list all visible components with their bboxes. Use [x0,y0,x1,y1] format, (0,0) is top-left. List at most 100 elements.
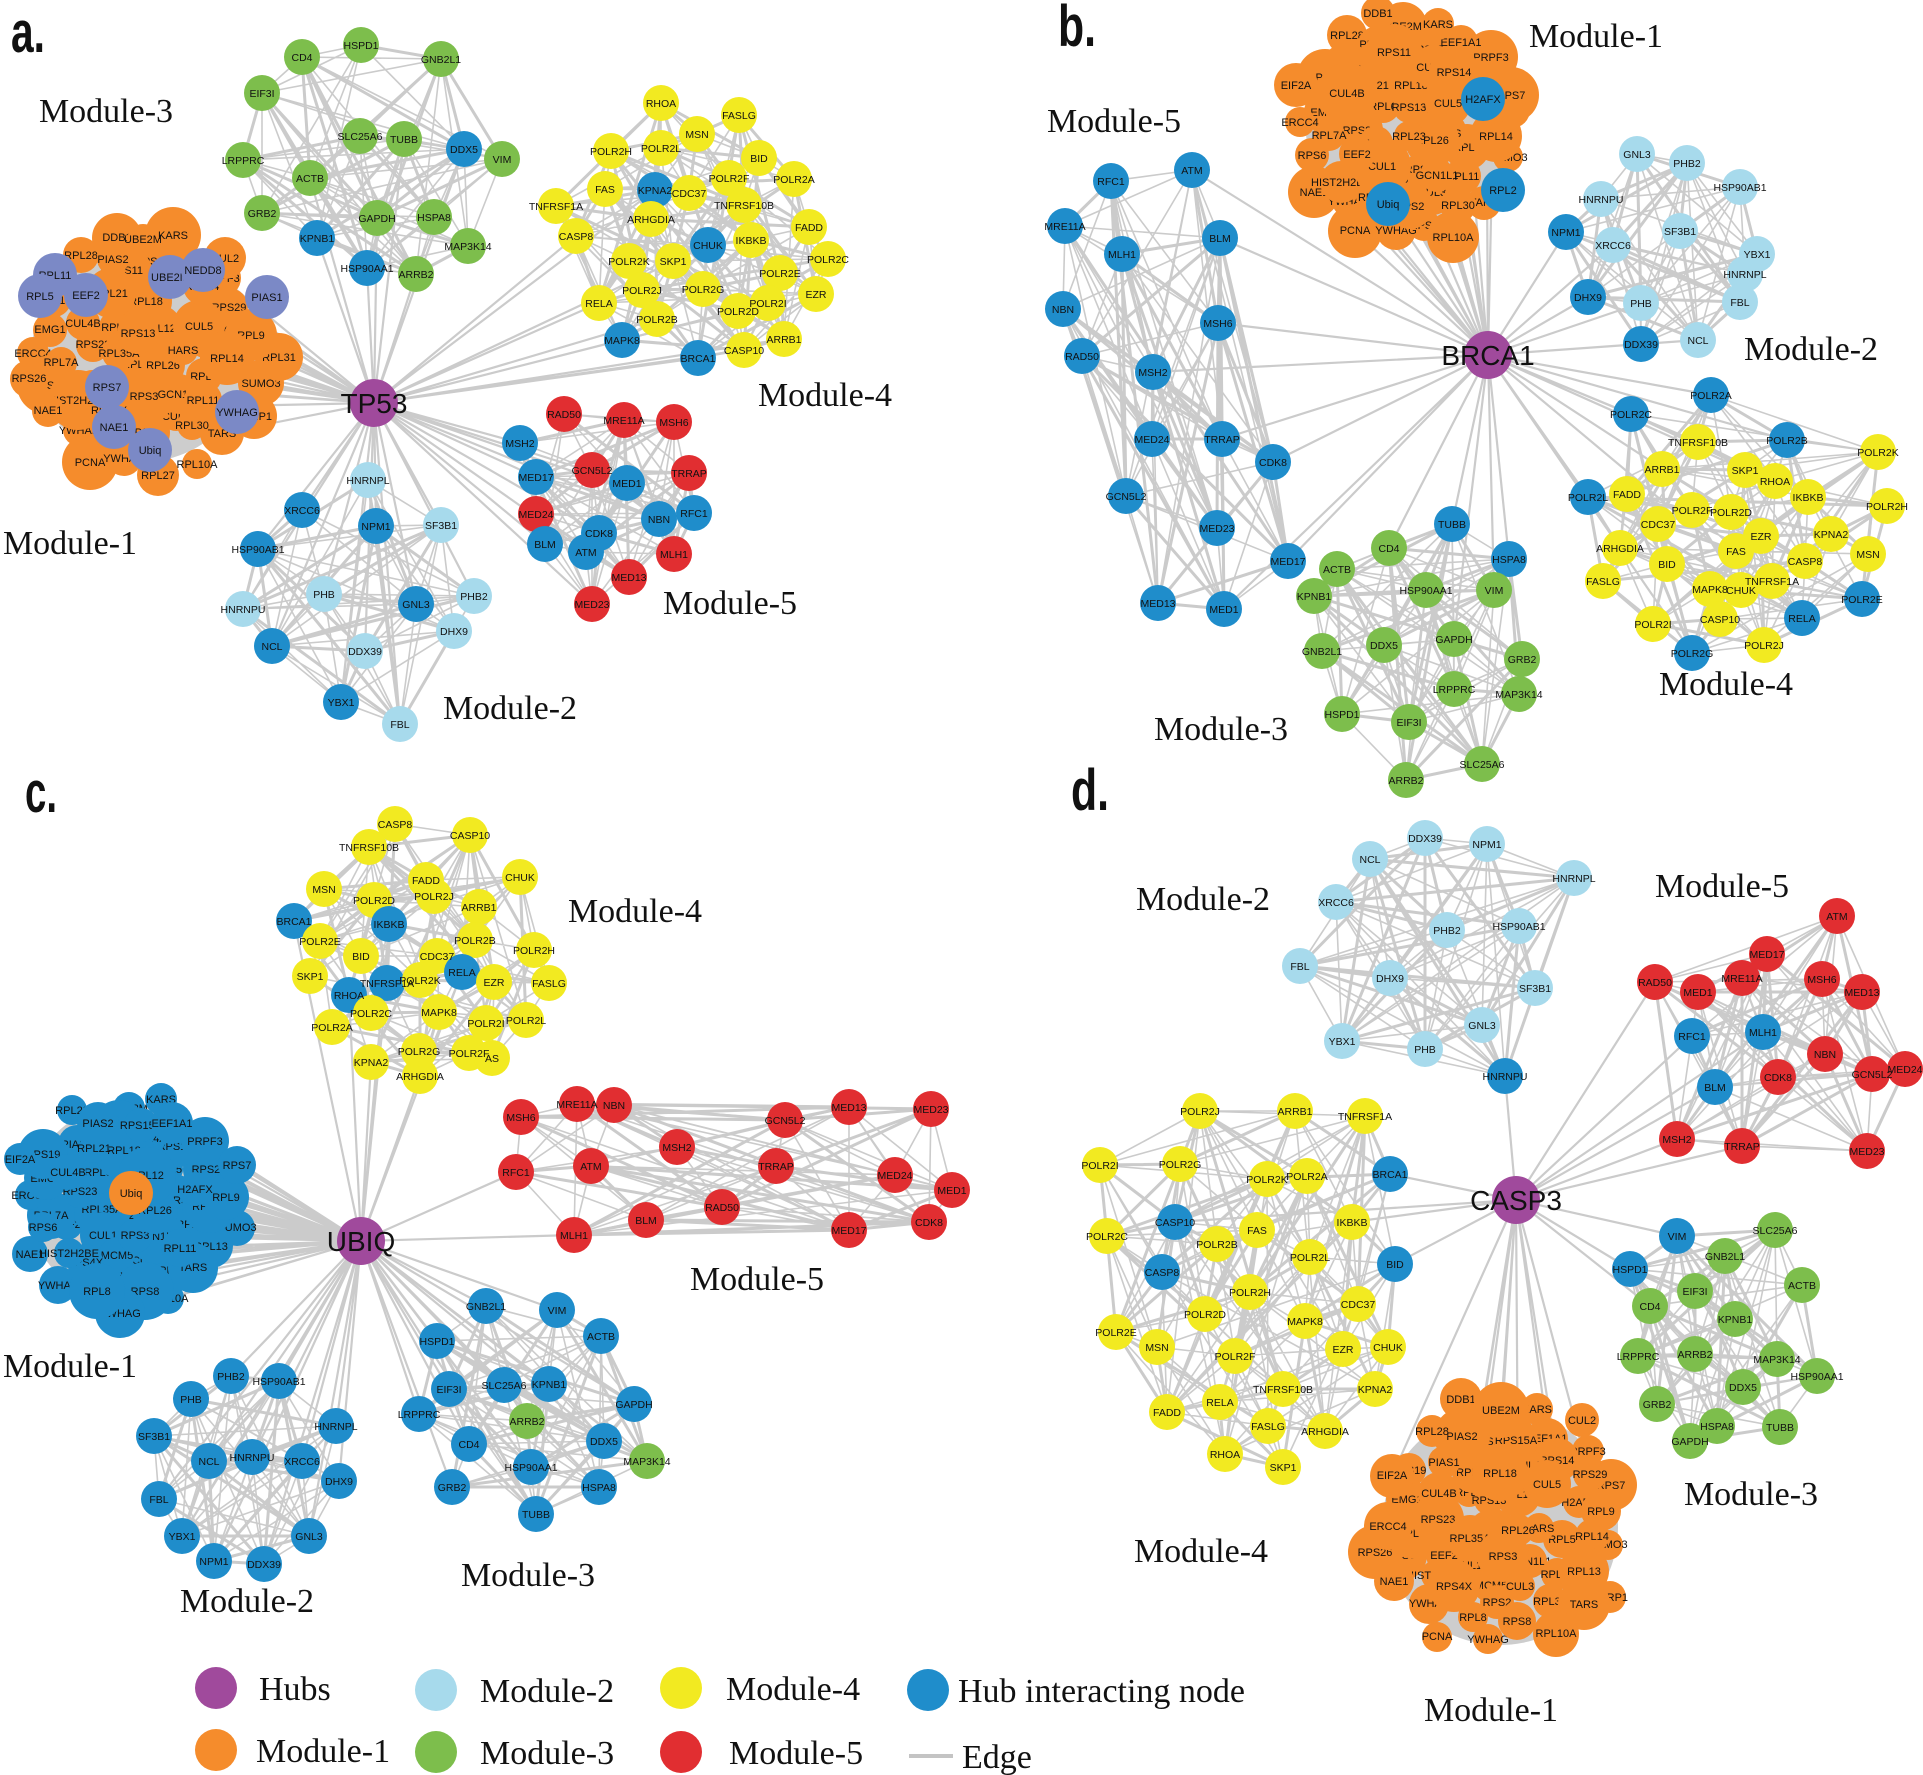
svg-text:PCNA: PCNA [1422,1631,1453,1643]
svg-text:MSH6: MSH6 [659,417,688,429]
svg-text:Module-4: Module-4 [568,893,702,930]
svg-text:POLR2F: POLR2F [709,173,750,185]
svg-text:MED17: MED17 [831,1225,866,1237]
svg-text:Module-2: Module-2 [180,1583,314,1620]
svg-text:RPS4X: RPS4X [1436,1581,1473,1593]
svg-text:RPL10A: RPL10A [177,459,219,471]
svg-text:POLR2L: POLR2L [1568,492,1608,504]
svg-text:HSP90AB1: HSP90AB1 [1713,182,1766,194]
svg-text:RELA: RELA [1206,1397,1233,1409]
svg-text:NAE1: NAE1 [1380,1576,1409,1588]
svg-text:POLR2F: POLR2F [1672,505,1713,517]
svg-text:DDX39: DDX39 [1624,339,1658,351]
svg-text:POLR2K: POLR2K [1857,447,1898,459]
svg-text:RPL9: RPL9 [1587,1506,1615,1518]
svg-text:CHUK: CHUK [1726,585,1756,597]
svg-text:NCL: NCL [261,641,282,653]
svg-text:GNL3: GNL3 [1468,1020,1496,1032]
svg-text:SUMO3: SUMO3 [241,378,280,390]
svg-text:NPM1: NPM1 [199,1556,228,1568]
svg-text:c.: c. [25,760,57,825]
svg-text:RPS15A: RPS15A [1495,1435,1538,1447]
svg-text:FAS: FAS [1247,1225,1267,1237]
svg-text:MSH6: MSH6 [1203,318,1232,330]
svg-text:PIAS2: PIAS2 [82,1118,113,1130]
svg-text:MSN: MSN [685,129,708,141]
svg-text:LRPPRC: LRPPRC [222,155,265,167]
svg-text:Module-1: Module-1 [256,1733,390,1770]
svg-text:POLR2L: POLR2L [1290,1252,1330,1264]
svg-text:PCNA: PCNA [1340,225,1371,237]
svg-text:POLR2I: POLR2I [1081,1160,1118,1172]
svg-text:MED23: MED23 [574,599,609,611]
svg-text:RPL5: RPL5 [1548,1534,1576,1546]
svg-text:RPS14: RPS14 [1437,67,1472,79]
svg-text:NAE1: NAE1 [34,405,63,417]
svg-text:ATM: ATM [575,547,596,559]
svg-text:ATM: ATM [1181,165,1202,177]
svg-text:MED23: MED23 [1199,523,1234,535]
svg-text:RHOA: RHOA [334,990,364,1002]
svg-text:TP53: TP53 [341,388,408,419]
svg-text:NPM1: NPM1 [1472,839,1501,851]
svg-text:KPNA2: KPNA2 [354,1057,389,1069]
svg-text:POLR2C: POLR2C [350,1008,392,1020]
svg-text:Module-5: Module-5 [1047,103,1181,140]
svg-text:KPNB1: KPNB1 [300,233,335,245]
svg-text:MED1: MED1 [937,1185,966,1197]
svg-text:RPL26: RPL26 [146,360,180,372]
svg-text:SLC25A6: SLC25A6 [482,1380,527,1392]
svg-text:YBX1: YBX1 [169,1531,196,1543]
svg-text:CD4: CD4 [291,52,312,64]
svg-text:MRE11A: MRE11A [1721,973,1762,985]
svg-text:RAD50: RAD50 [705,1202,739,1214]
svg-text:BLM: BLM [1704,1082,1726,1094]
svg-text:POLR2K: POLR2K [1246,1174,1287,1186]
svg-text:GNB2L1: GNB2L1 [1302,646,1342,658]
svg-text:AS: AS [485,1053,499,1065]
svg-text:PRPF3: PRPF3 [187,1136,222,1148]
svg-text:Module-2: Module-2 [480,1673,614,1710]
svg-text:MAPK8: MAPK8 [1287,1316,1323,1328]
svg-text:SLC25A6: SLC25A6 [1753,1225,1798,1237]
svg-text:POLR2H: POLR2H [513,945,555,957]
svg-text:BRCA1: BRCA1 [680,353,715,365]
svg-text:RPL13: RPL13 [1567,1566,1601,1578]
svg-text:SF3B1: SF3B1 [1664,226,1696,238]
svg-text:ACTB: ACTB [1788,1280,1816,1292]
svg-text:DHX9: DHX9 [1574,292,1602,304]
svg-text:Module-1: Module-1 [3,1348,137,1385]
svg-text:RPL21: RPL21 [77,1143,111,1155]
svg-text:HNRNPU: HNRNPU [1579,194,1624,206]
svg-text:EIF2A: EIF2A [1281,80,1312,92]
svg-text:RFC1: RFC1 [1678,1031,1706,1043]
svg-text:RELA: RELA [585,298,612,310]
svg-text:Edge: Edge [962,1739,1032,1775]
svg-text:RHOA: RHOA [646,98,676,110]
svg-text:LRPPRC: LRPPRC [1617,1351,1660,1363]
svg-text:CDK8: CDK8 [1259,457,1287,469]
svg-text:FASLG: FASLG [532,978,566,990]
svg-text:HSPD1: HSPD1 [343,40,378,52]
svg-text:Module-5: Module-5 [690,1261,824,1298]
svg-text:POLR2C: POLR2C [807,254,849,266]
svg-text:POLR2E: POLR2E [1841,594,1882,606]
svg-text:MED17: MED17 [1270,556,1305,568]
svg-text:CDK8: CDK8 [585,528,613,540]
svg-text:POLR2J: POLR2J [1744,640,1784,652]
svg-text:POLR2H: POLR2H [1229,1287,1271,1299]
svg-text:RFC1: RFC1 [1097,176,1125,188]
svg-text:MSH2: MSH2 [505,438,534,450]
svg-text:POLR2C: POLR2C [1086,1231,1128,1243]
svg-text:MLH1: MLH1 [1749,1027,1777,1039]
svg-text:ATM: ATM [580,1161,601,1173]
svg-text:MED1: MED1 [1683,987,1712,999]
svg-text:EIF3I: EIF3I [1396,717,1421,729]
svg-text:TNFRSF1A: TNFRSF1A [1338,1111,1392,1123]
svg-text:HSPD1: HSPD1 [1324,709,1359,721]
svg-text:SLC25A6: SLC25A6 [338,131,383,143]
svg-text:H2AFX: H2AFX [1465,94,1501,106]
svg-text:POLR2B: POLR2B [1196,1239,1237,1251]
svg-text:SKP1: SKP1 [297,971,324,983]
svg-text:Module-1: Module-1 [3,525,137,562]
